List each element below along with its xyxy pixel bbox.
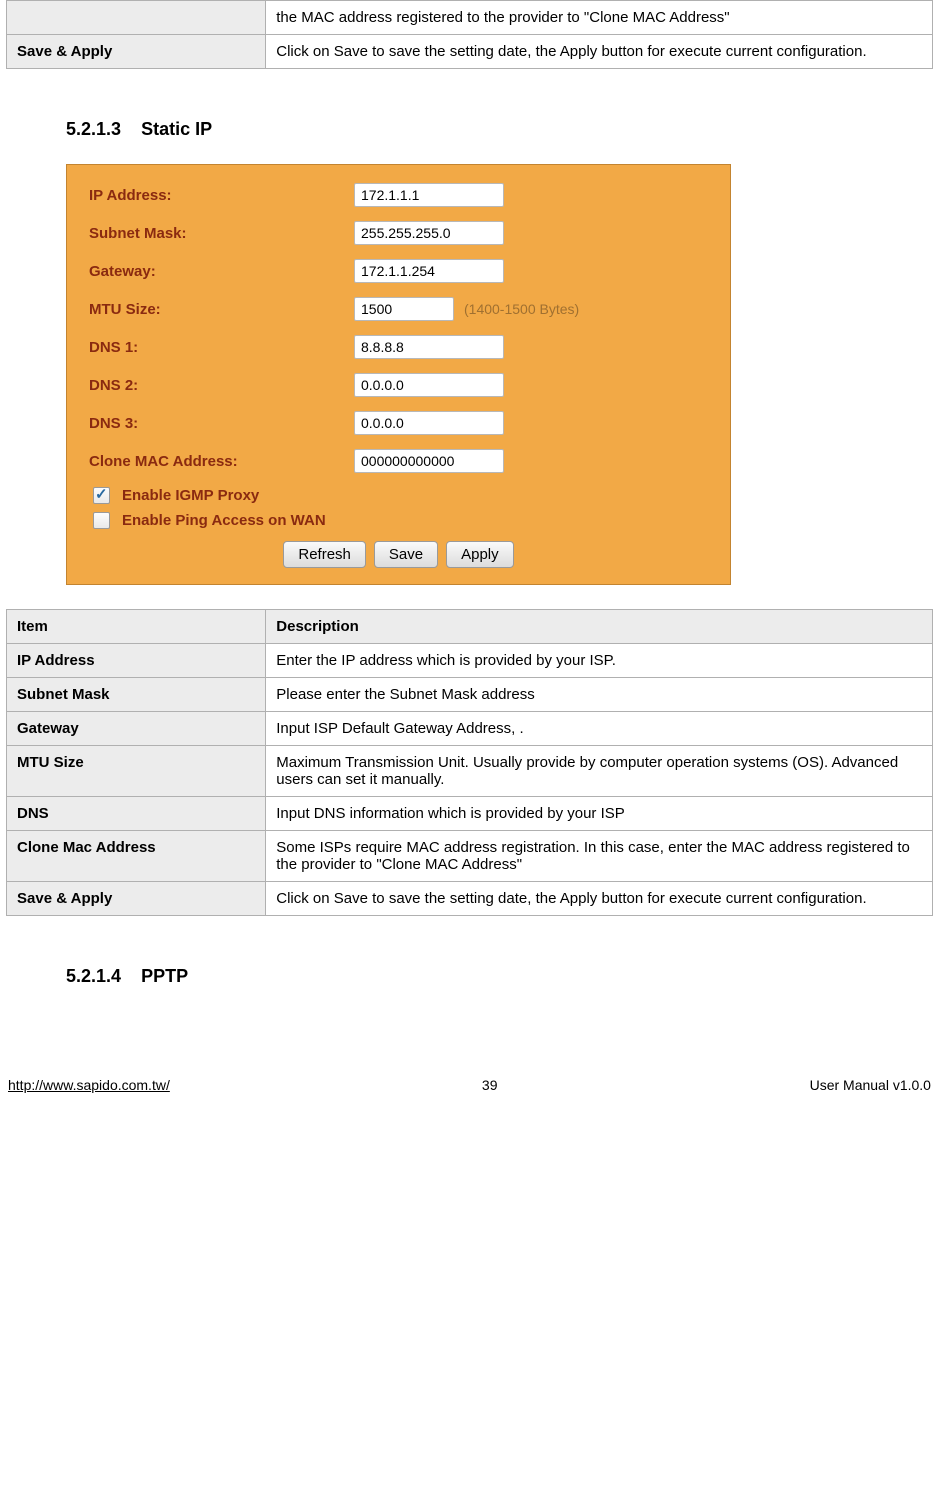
section-number: 5.2.1.3 <box>66 119 121 139</box>
config-row: Subnet Mask: <box>89 221 708 245</box>
table-row-description: Input DNS information which is provided … <box>266 797 933 831</box>
table-row-description: Input ISP Default Gateway Address, . <box>266 712 933 746</box>
table-row-description: Please enter the Subnet Mask address <box>266 678 933 712</box>
apply-button[interactable]: Apply <box>446 541 514 568</box>
checkbox-row: Enable IGMP Proxy <box>93 487 708 504</box>
section-title: PPTP <box>141 966 188 986</box>
table-row-description: Click on Save to save the setting date, … <box>266 35 933 69</box>
config-row: Clone MAC Address: <box>89 449 708 473</box>
table-row-item: Save & Apply <box>7 882 266 916</box>
text-input[interactable] <box>354 259 504 283</box>
checkbox[interactable] <box>93 512 110 529</box>
button-row: Refresh Save Apply <box>89 541 708 568</box>
footer-manual-version: User Manual v1.0.0 <box>810 1077 931 1093</box>
section-title: Static IP <box>141 119 212 139</box>
table-row-item: Gateway <box>7 712 266 746</box>
table-row-item: DNS <box>7 797 266 831</box>
section-heading-static-ip: 5.2.1.3 Static IP <box>66 119 933 140</box>
save-button[interactable]: Save <box>374 541 438 568</box>
table-row-item: IP Address <box>7 644 266 678</box>
text-input[interactable] <box>354 297 454 321</box>
text-input[interactable] <box>354 335 504 359</box>
table-row-item: MTU Size <box>7 746 266 797</box>
text-input[interactable] <box>354 183 504 207</box>
table-header-item: Item <box>7 610 266 644</box>
field-label: DNS 3: <box>89 415 354 432</box>
checkbox[interactable] <box>93 487 110 504</box>
table-row-item: Subnet Mask <box>7 678 266 712</box>
footer-url[interactable]: http://www.sapido.com.tw/ <box>8 1077 170 1093</box>
table-row-description: Click on Save to save the setting date, … <box>266 882 933 916</box>
table-row-description: Enter the IP address which is provided b… <box>266 644 933 678</box>
page-footer: http://www.sapido.com.tw/ 39 User Manual… <box>6 1077 933 1099</box>
refresh-button[interactable]: Refresh <box>283 541 366 568</box>
field-hint: (1400-1500 Bytes) <box>464 301 579 317</box>
checkbox-label: Enable IGMP Proxy <box>122 487 259 504</box>
table-row-description: Some ISPs require MAC address registrati… <box>266 831 933 882</box>
table-row-item: Save & Apply <box>7 35 266 69</box>
config-row: Gateway: <box>89 259 708 283</box>
section-number: 5.2.1.4 <box>66 966 121 986</box>
field-label: MTU Size: <box>89 301 354 318</box>
table-row-description: Maximum Transmission Unit. Usually provi… <box>266 746 933 797</box>
config-row: MTU Size: (1400-1500 Bytes) <box>89 297 708 321</box>
static-ip-description-table: Item Description IP AddressEnter the IP … <box>6 609 933 916</box>
table-header-description: Description <box>266 610 933 644</box>
config-row: DNS 3: <box>89 411 708 435</box>
field-label: Clone MAC Address: <box>89 453 354 470</box>
field-label: DNS 2: <box>89 377 354 394</box>
field-label: Subnet Mask: <box>89 225 354 242</box>
table-row-description: the MAC address registered to the provid… <box>266 1 933 35</box>
field-label: DNS 1: <box>89 339 354 356</box>
top-partial-table: the MAC address registered to the provid… <box>6 0 933 69</box>
checkbox-label: Enable Ping Access on WAN <box>122 512 326 529</box>
text-input[interactable] <box>354 373 504 397</box>
table-row-item: Clone Mac Address <box>7 831 266 882</box>
static-ip-config-panel: IP Address: Subnet Mask: Gateway: MTU Size:… <box>66 164 731 585</box>
table-row-item <box>7 1 266 35</box>
section-heading-pptp: 5.2.1.4 PPTP <box>66 966 933 987</box>
config-row: IP Address: <box>89 183 708 207</box>
config-row: DNS 1: <box>89 335 708 359</box>
checkbox-row: Enable Ping Access on WAN <box>93 512 708 529</box>
text-input[interactable] <box>354 449 504 473</box>
field-label: IP Address: <box>89 187 354 204</box>
footer-page-number: 39 <box>482 1077 498 1093</box>
text-input[interactable] <box>354 221 504 245</box>
field-label: Gateway: <box>89 263 354 280</box>
text-input[interactable] <box>354 411 504 435</box>
config-row: DNS 2: <box>89 373 708 397</box>
